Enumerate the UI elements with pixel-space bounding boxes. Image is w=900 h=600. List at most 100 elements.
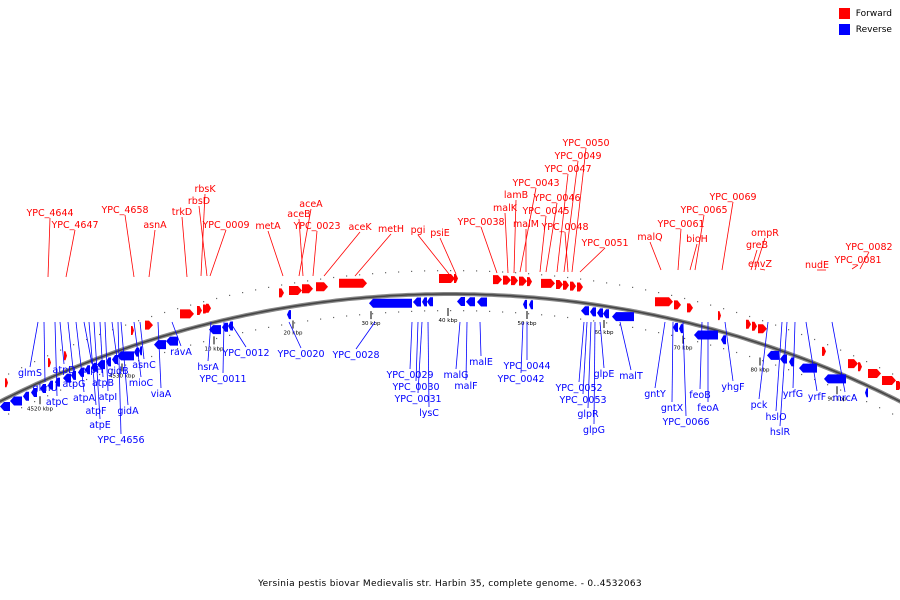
reverse-gene xyxy=(287,310,291,320)
reverse-leader-line xyxy=(93,321,101,420)
reverse-gene-label: atpA xyxy=(73,393,96,404)
forward-track-dot xyxy=(385,272,387,274)
forward-gene-label: malM xyxy=(513,219,539,230)
reverse-gene-label: atpG xyxy=(63,379,86,390)
reverse-gene xyxy=(780,354,787,364)
reverse-leader-line xyxy=(578,321,585,383)
forward-track-dot xyxy=(515,272,517,274)
forward-track-dot xyxy=(775,324,777,326)
reverse-gene xyxy=(222,322,228,332)
reverse-gene-label: YPC_0052 xyxy=(554,383,602,394)
reverse-leader-line xyxy=(111,321,119,366)
forward-track-dot xyxy=(502,271,504,273)
forward-gene-label: YPC_0047 xyxy=(543,164,591,175)
forward-track-dot xyxy=(723,308,725,310)
reverse-leader-line xyxy=(29,321,39,368)
reverse-gene-label: atpF xyxy=(85,406,106,417)
forward-leader-line xyxy=(759,268,766,271)
reverse-track-dot xyxy=(359,314,361,316)
forward-track-dot xyxy=(398,271,400,273)
legend-reverse-label: Reverse xyxy=(855,24,892,35)
reverse-leader-line xyxy=(133,321,142,378)
reverse-gene xyxy=(97,360,105,370)
reverse-track-dot xyxy=(723,348,725,350)
forward-gene xyxy=(674,300,681,310)
forward-track-dot xyxy=(359,274,361,276)
forward-leader-line xyxy=(851,264,859,270)
forward-gene xyxy=(131,325,134,335)
forward-gene xyxy=(519,276,527,286)
forward-track-dot xyxy=(47,355,49,357)
forward-gene xyxy=(339,278,367,288)
reverse-track-dot xyxy=(307,320,309,322)
backbone-line xyxy=(0,293,900,403)
scale-tick-label: 90 kbp xyxy=(828,396,847,402)
forward-gene-label: YPC_0038 xyxy=(456,217,504,228)
reverse-leader-line xyxy=(207,321,212,362)
forward-track-dot xyxy=(866,361,868,363)
forward-leader-line xyxy=(579,247,606,273)
reverse-gene-label: YPC_0044 xyxy=(502,361,550,372)
forward-track-dot xyxy=(125,324,127,326)
reverse-gene xyxy=(209,325,221,335)
forward-gene xyxy=(145,320,153,330)
reverse-track-dot xyxy=(632,326,634,328)
reverse-leader-line xyxy=(117,321,122,435)
forward-gene xyxy=(439,274,455,284)
forward-track-dot xyxy=(320,278,322,280)
reverse-leader-line xyxy=(171,321,182,347)
reverse-track-dot xyxy=(8,413,10,415)
forward-track-dot xyxy=(437,270,439,272)
forward-leader-line xyxy=(47,217,51,278)
reverse-track-dot xyxy=(34,401,36,403)
forward-gene-label: aceA xyxy=(299,199,323,210)
reverse-leader-line xyxy=(288,321,302,349)
reverse-gene-label: atpE xyxy=(89,420,111,431)
reverse-gene xyxy=(865,388,868,398)
forward-track-dot xyxy=(736,311,738,314)
reverse-gene xyxy=(679,324,683,334)
reverse-leader-line xyxy=(409,321,413,370)
reverse-gene-label: ravA xyxy=(170,347,192,358)
reverse-gene xyxy=(789,357,794,367)
forward-gene-label: YPC_0082 xyxy=(844,242,892,253)
forward-leader-line xyxy=(859,251,870,270)
reverse-gene-label: yhgF xyxy=(721,382,744,393)
forward-gene xyxy=(718,311,721,321)
reverse-leader-line xyxy=(465,321,468,381)
reverse-track-dot xyxy=(125,364,127,366)
forward-gene xyxy=(577,282,583,292)
reverse-track-dot xyxy=(229,334,231,336)
reverse-track-dot xyxy=(554,315,556,317)
forward-gene-label: YPC_0048 xyxy=(540,222,588,233)
forward-leader-line xyxy=(754,237,766,271)
reverse-leader-line xyxy=(682,321,687,417)
forward-gene xyxy=(206,303,211,313)
forward-gene-label: YPC_0046 xyxy=(532,193,580,204)
forward-track-dot xyxy=(281,284,283,286)
forward-track-dot xyxy=(697,301,699,303)
reverse-gene-label: YPC_0031 xyxy=(393,394,441,405)
reverse-track-dot xyxy=(541,314,543,316)
reverse-gene xyxy=(824,374,846,384)
forward-gene xyxy=(48,358,51,368)
reverse-gene-label: malG xyxy=(443,370,468,381)
reverse-leader-line xyxy=(758,321,769,400)
reverse-track-dot xyxy=(255,329,257,331)
reverse-gene-label: glpR xyxy=(577,409,599,420)
reverse-leader-line xyxy=(724,321,734,382)
reverse-gene xyxy=(523,299,527,309)
reverse-gene-label: YPC_0030 xyxy=(391,382,439,393)
reverse-gene xyxy=(466,297,475,307)
forward-gene xyxy=(556,280,563,290)
forward-gene xyxy=(655,297,673,307)
forward-gene-label: bioH xyxy=(686,234,708,245)
forward-gene-label: YPC_0061 xyxy=(656,219,704,230)
reverse-track-dot xyxy=(697,341,699,343)
scale-tick-label: 10 kbp xyxy=(205,346,224,352)
reverse-leader-line xyxy=(59,321,65,365)
reverse-gene-label: YPC_0066 xyxy=(661,417,709,428)
reverse-gene xyxy=(612,312,634,322)
reverse-gene-label: yrfF xyxy=(808,392,826,403)
